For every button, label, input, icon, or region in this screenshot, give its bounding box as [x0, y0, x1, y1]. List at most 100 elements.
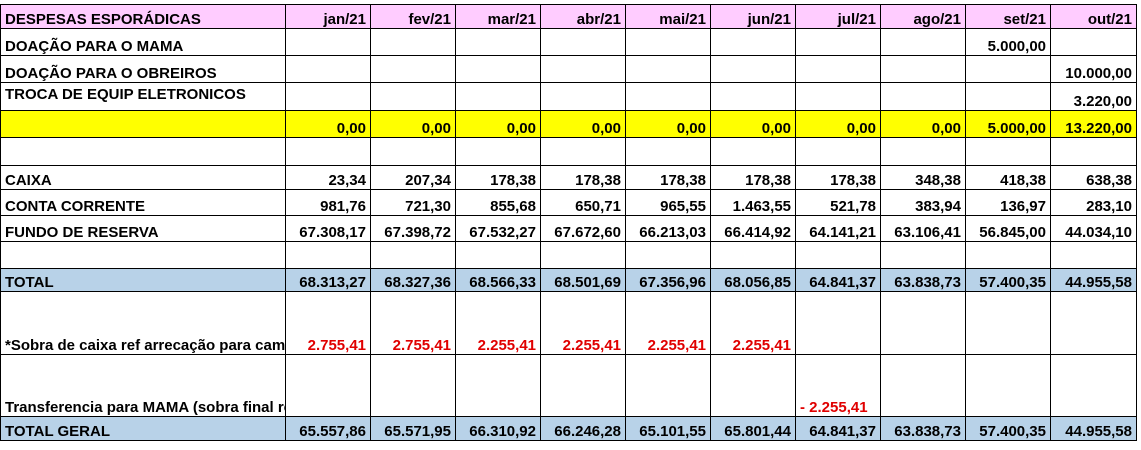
cell[interactable]	[965, 137, 1051, 166]
cell[interactable]: 965,55	[625, 189, 711, 216]
cell[interactable]: 178,38	[710, 165, 796, 190]
cell[interactable]	[795, 55, 881, 83]
cell[interactable]: 68.327,36	[370, 268, 456, 292]
row-label[interactable]: *Sobra de caixa ref arrecação para campa…	[0, 291, 286, 355]
cell[interactable]: 68.501,69	[540, 268, 626, 292]
cell[interactable]	[540, 354, 626, 417]
cell[interactable]: 66.414,92	[710, 215, 796, 242]
cell[interactable]	[455, 82, 541, 111]
cell[interactable]	[880, 241, 966, 269]
month-header[interactable]: fev/21	[370, 4, 456, 29]
cell[interactable]: 2.755,41	[285, 291, 371, 355]
month-header[interactable]: abr/21	[540, 4, 626, 29]
cell[interactable]: 63.838,73	[880, 416, 966, 441]
cell[interactable]	[710, 137, 796, 166]
cell[interactable]	[1050, 28, 1137, 56]
cell[interactable]: 0,00	[285, 110, 371, 138]
cell[interactable]: 178,38	[455, 165, 541, 190]
cell[interactable]: 67.672,60	[540, 215, 626, 242]
cell[interactable]	[710, 28, 796, 56]
cell[interactable]	[965, 55, 1051, 83]
cell[interactable]	[880, 291, 966, 355]
cell[interactable]	[285, 137, 371, 166]
cell[interactable]	[540, 28, 626, 56]
cell[interactable]: 418,38	[965, 165, 1051, 190]
month-header[interactable]: mar/21	[455, 4, 541, 29]
cell[interactable]	[540, 55, 626, 83]
cell[interactable]: 0,00	[795, 110, 881, 138]
cell[interactable]	[455, 137, 541, 166]
table-title[interactable]: DESPESAS ESPORÁDICAS	[0, 4, 286, 29]
cell[interactable]: 66.310,92	[455, 416, 541, 441]
cell[interactable]: 64.141,21	[795, 215, 881, 242]
cell[interactable]	[880, 354, 966, 417]
month-header[interactable]: mai/21	[625, 4, 711, 29]
cell[interactable]: 348,38	[880, 165, 966, 190]
cell[interactable]	[0, 137, 286, 166]
cell[interactable]: 383,94	[880, 189, 966, 216]
cell[interactable]: 3.220,00	[1050, 82, 1137, 111]
cell[interactable]	[710, 55, 796, 83]
cell[interactable]: 56.845,00	[965, 215, 1051, 242]
cell[interactable]: 64.841,37	[795, 416, 881, 441]
cell[interactable]: 0,00	[540, 110, 626, 138]
cell[interactable]	[285, 241, 371, 269]
month-header[interactable]: set/21	[965, 4, 1051, 29]
cell[interactable]: 63.838,73	[880, 268, 966, 292]
cell[interactable]: 650,71	[540, 189, 626, 216]
cell[interactable]: 855,68	[455, 189, 541, 216]
cell[interactable]	[710, 241, 796, 269]
cell[interactable]: 65.557,86	[285, 416, 371, 441]
cell[interactable]	[455, 241, 541, 269]
cell[interactable]: 66.246,28	[540, 416, 626, 441]
cell[interactable]	[1050, 137, 1137, 166]
cell[interactable]: 521,78	[795, 189, 881, 216]
cell[interactable]	[455, 28, 541, 56]
cell[interactable]: 5.000,00	[965, 110, 1051, 138]
cell[interactable]: 57.400,35	[965, 416, 1051, 441]
cell[interactable]	[795, 82, 881, 111]
cell[interactable]: 0,00	[370, 110, 456, 138]
cell[interactable]: 67.532,27	[455, 215, 541, 242]
cell[interactable]	[880, 28, 966, 56]
cell[interactable]: 0,00	[710, 110, 796, 138]
cell[interactable]: 1.463,55	[710, 189, 796, 216]
row-label[interactable]: TROCA DE EQUIP ELETRONICOS	[0, 82, 286, 111]
cell[interactable]: 65.571,95	[370, 416, 456, 441]
cell[interactable]: 65.101,55	[625, 416, 711, 441]
cell[interactable]	[625, 28, 711, 56]
cell[interactable]: 67.308,17	[285, 215, 371, 242]
cell[interactable]	[795, 241, 881, 269]
cell[interactable]: - 2.255,41	[795, 354, 881, 417]
cell[interactable]	[710, 354, 796, 417]
cell[interactable]: 66.213,03	[625, 215, 711, 242]
cell[interactable]	[795, 28, 881, 56]
cell[interactable]	[1050, 291, 1137, 355]
cell[interactable]: 283,10	[1050, 189, 1137, 216]
cell[interactable]	[370, 82, 456, 111]
cell[interactable]	[0, 241, 286, 269]
cell[interactable]	[880, 137, 966, 166]
cell[interactable]	[285, 354, 371, 417]
cell[interactable]	[370, 137, 456, 166]
cell[interactable]	[880, 82, 966, 111]
cell[interactable]: 44.034,10	[1050, 215, 1137, 242]
cell[interactable]: 178,38	[795, 165, 881, 190]
cell[interactable]: 67.356,96	[625, 268, 711, 292]
cell[interactable]: 23,34	[285, 165, 371, 190]
month-header[interactable]: out/21	[1050, 4, 1137, 29]
month-header[interactable]: ago/21	[880, 4, 966, 29]
cell[interactable]: 2.255,41	[540, 291, 626, 355]
cell[interactable]: 10.000,00	[1050, 55, 1137, 83]
cell[interactable]	[540, 82, 626, 111]
cell[interactable]	[540, 137, 626, 166]
cell[interactable]	[625, 354, 711, 417]
cell[interactable]: 13.220,00	[1050, 110, 1137, 138]
cell[interactable]: 68.313,27	[285, 268, 371, 292]
cell[interactable]	[710, 82, 796, 111]
cell[interactable]	[1050, 241, 1137, 269]
cell[interactable]	[370, 354, 456, 417]
cell[interactable]: 44.955,58	[1050, 416, 1137, 441]
cell[interactable]: 2.255,41	[455, 291, 541, 355]
cell[interactable]: 0,00	[625, 110, 711, 138]
